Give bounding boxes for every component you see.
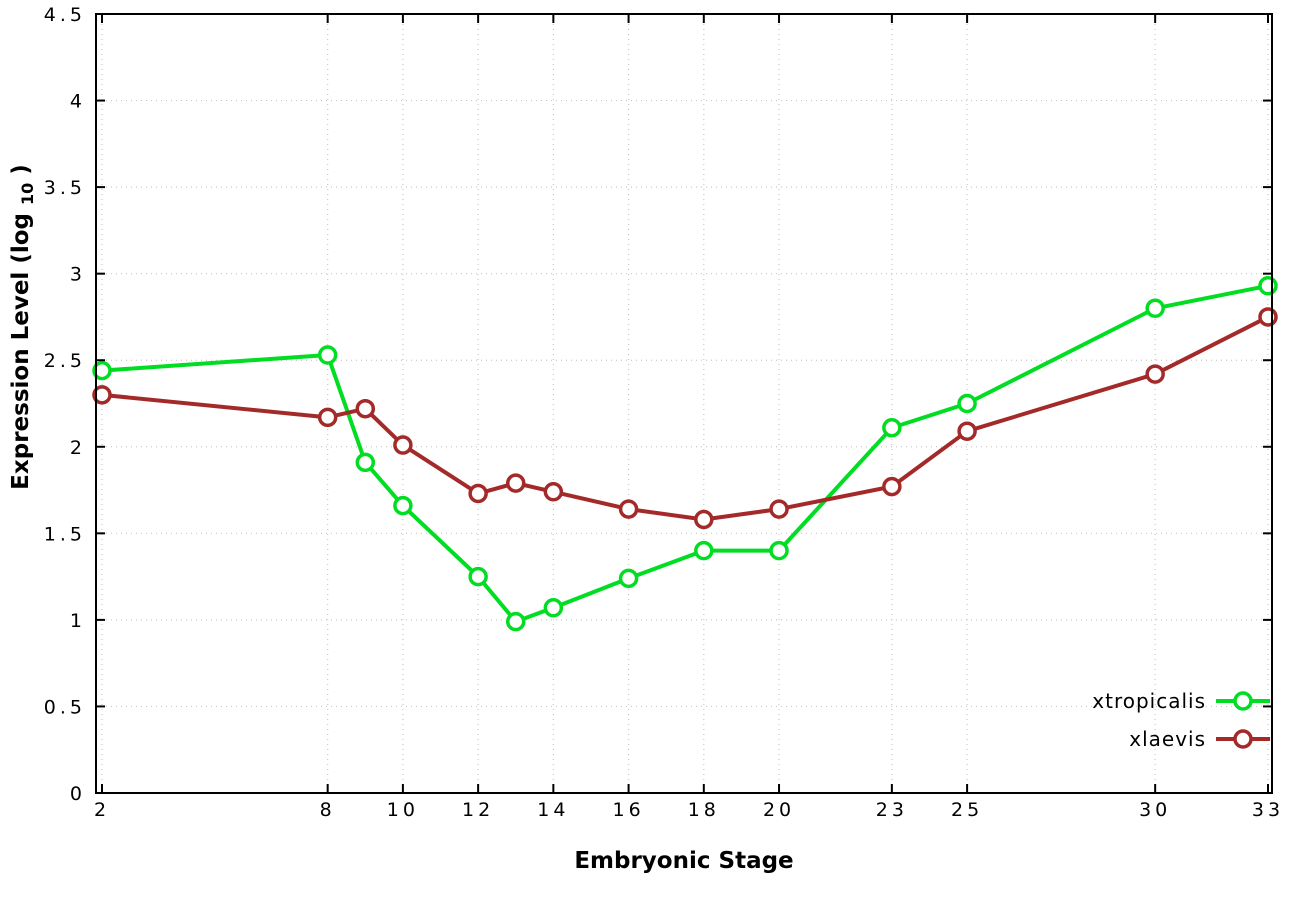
ticks-layer	[96, 13, 1272, 794]
series-xlaevis-point	[769, 499, 789, 519]
y-tick-label: 4.5	[44, 4, 86, 26]
legend-entry-xtropicalis: xtropicalis	[1092, 689, 1270, 713]
series-xlaevis-line	[100, 314, 1270, 522]
x-tick-label: 25	[951, 799, 983, 821]
x-tick-label: 20	[763, 799, 795, 821]
series-xlaevis-point	[393, 435, 413, 455]
x-tick-label: 8	[320, 799, 336, 821]
tick-labels-layer: 0 0.5 1 1.5 2 2.5 3 3.5 4 4.5 2 8 10 12 14 16 18 20 23 25 30…	[44, 4, 1284, 821]
y-axis-title-subscript: 10	[18, 183, 37, 205]
y-tick-label: 2.5	[44, 350, 86, 372]
series-xlaevis-point	[543, 482, 564, 502]
plot-border	[95, 13, 1273, 794]
series-xlaevis-point	[505, 473, 526, 493]
series-xtropicalis-point	[694, 540, 714, 561]
series-xtropicalis-point	[505, 611, 526, 632]
x-tick-label: 12	[462, 799, 494, 821]
y-tick-label: 3.5	[44, 177, 86, 199]
x-axis-title: Embryonic Stage	[574, 848, 793, 874]
x-tick-label: 10	[387, 799, 419, 821]
series-xtropicalis-point	[769, 540, 789, 561]
series-xlaevis-point	[468, 483, 488, 504]
y-axis-title-close: )	[8, 164, 34, 175]
series-xtropicalis-point	[1258, 276, 1278, 296]
y-axis-title-main: Expression Level (log	[8, 213, 34, 490]
y-tick-label: 0	[70, 783, 86, 805]
legend-point-sample-xtropicalis	[1233, 691, 1253, 711]
series-xtropicalis	[92, 276, 1278, 632]
series-xtropicalis-point	[543, 598, 564, 618]
series-xtropicalis-line	[100, 283, 1270, 624]
series-xlaevis-point	[355, 398, 376, 419]
x-tick-label: 14	[537, 799, 569, 821]
series-xtropicalis-point	[393, 495, 413, 516]
x-tick-label: 33	[1252, 799, 1284, 821]
series-xtropicalis-point	[92, 360, 112, 381]
series-xtropicalis-point	[355, 452, 376, 473]
series-xlaevis-point	[92, 385, 112, 405]
y-tick-label: 1	[70, 610, 86, 632]
series-layer	[92, 276, 1278, 632]
series-xtropicalis-point	[618, 568, 639, 589]
series-xtropicalis-point	[957, 393, 977, 414]
legend-label-xlaevis: xlaevis	[1129, 727, 1206, 751]
y-tick-label: 2	[70, 437, 86, 459]
legend-label-xtropicalis: xtropicalis	[1092, 689, 1206, 713]
x-tick-label: 18	[688, 799, 720, 821]
series-xlaevis-point	[694, 509, 714, 530]
series-xlaevis-point	[1145, 364, 1165, 384]
series-xlaevis-point	[618, 499, 639, 519]
legend-point-sample-xlaevis	[1233, 729, 1253, 749]
series-xlaevis-point	[882, 476, 902, 497]
series-xlaevis-point	[957, 421, 977, 441]
series-xlaevis	[92, 307, 1278, 530]
y-tick-label: 3	[70, 264, 86, 286]
legend-entry-xlaevis: xlaevis	[1129, 727, 1270, 751]
series-xtropicalis-point	[317, 345, 338, 365]
y-tick-label: 4	[70, 91, 86, 113]
series-xlaevis-point	[1258, 307, 1278, 327]
x-tick-label: 2	[94, 799, 110, 821]
x-tick-label: 16	[612, 799, 644, 821]
series-xtropicalis-point	[1145, 298, 1165, 319]
x-tick-label: 23	[876, 799, 908, 821]
series-xtropicalis-point	[468, 566, 488, 587]
y-tick-label: 1.5	[44, 523, 86, 545]
series-xtropicalis-point	[882, 417, 902, 438]
series-xlaevis-point	[317, 407, 338, 428]
grid-layer	[96, 14, 1272, 793]
x-tick-label: 30	[1139, 799, 1171, 821]
y-axis-title: Expression Level (log 10 )	[8, 164, 39, 490]
legend: xtropicalis xlaevis	[1092, 689, 1270, 751]
y-tick-label: 0.5	[44, 696, 86, 718]
